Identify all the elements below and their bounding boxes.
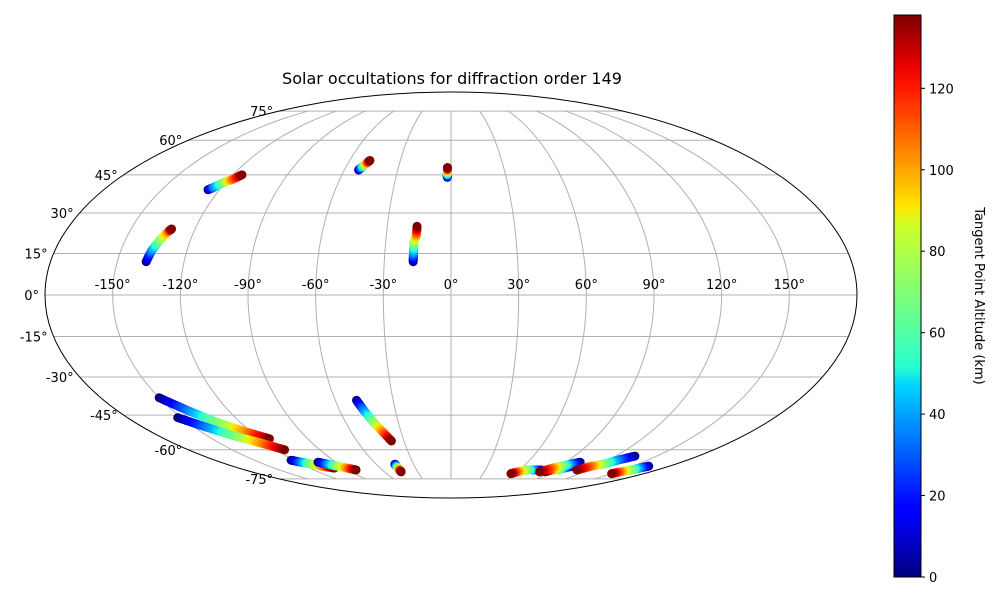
occultation-point <box>607 469 617 479</box>
latitude-tick-label: -60° <box>155 444 183 459</box>
longitude-gridline <box>479 110 520 480</box>
longitude-gridline <box>594 110 790 480</box>
latitude-tick-label: 75° <box>250 105 273 120</box>
latitude-tick-label: 0° <box>24 289 39 304</box>
longitude-gridline <box>565 110 723 480</box>
colorbar-tick-label: 80 <box>929 245 946 260</box>
latitude-tick-label: -75° <box>245 473 273 488</box>
longitude-tick-label: -150° <box>95 278 131 293</box>
occultation-point <box>280 445 290 455</box>
occultation-point <box>442 163 452 173</box>
colorbar-tick-label: 100 <box>929 164 954 179</box>
latitude-tick-label: -15° <box>20 331 48 346</box>
occultation-point <box>396 467 406 477</box>
longitude-tick-label: 30° <box>507 278 530 293</box>
occultation-point <box>351 465 361 475</box>
latitude-tick-labels: 75° 60° 45° 30° 15° 0° -15° -30° -45° -60° -75° <box>20 105 273 488</box>
longitude-tick-label: 0° <box>444 278 459 293</box>
map-outline <box>44 91 858 499</box>
colorbar-tick-label: 20 <box>929 490 946 505</box>
longitude-tick-label: 60° <box>575 278 598 293</box>
longitude-tick-label: 120° <box>706 278 737 293</box>
occultation-point <box>535 467 545 477</box>
colorbar-label: Tangent Point Altitude (km) <box>971 206 986 384</box>
colorbar <box>893 14 922 578</box>
latitude-tick-label: -30° <box>46 371 74 386</box>
colorbar-ticks: 0 20 40 60 80 100 120 <box>921 82 954 586</box>
longitude-gridline <box>247 110 366 480</box>
longitude-tick-label: -90° <box>234 278 262 293</box>
latitude-tick-label: 30° <box>51 207 74 222</box>
longitude-tick-label: -120° <box>162 278 198 293</box>
longitude-gridline <box>507 110 587 480</box>
occultation-points <box>141 155 654 479</box>
longitude-tick-labels: -150° -120° -90° -60° -30° 0° 30° 60° 90° 120° 150… <box>95 278 805 293</box>
colorbar-tick-label: 40 <box>929 408 946 423</box>
latitude-tick-label: 15° <box>25 247 48 262</box>
colorbar-tick-label: 120 <box>929 82 954 97</box>
occultation-point <box>237 170 247 180</box>
occultation-point <box>386 436 396 446</box>
longitude-tick-label: 90° <box>642 278 665 293</box>
longitude-tick-label: -60° <box>302 278 330 293</box>
longitude-tick-label: -30° <box>369 278 397 293</box>
colorbar-tick-label: 0 <box>929 571 937 586</box>
longitude-tick-label: 150° <box>774 278 805 293</box>
colorbar-tick-label: 60 <box>929 327 946 342</box>
longitude-gridline <box>315 110 395 480</box>
chart-title: Solar occultations for diffraction order… <box>282 69 622 88</box>
occultation-point <box>365 155 375 165</box>
longitude-gridline <box>536 110 655 480</box>
occultation-point <box>572 465 582 475</box>
latitude-tick-label: 45° <box>95 169 118 184</box>
longitude-gridline <box>382 110 423 480</box>
latitude-tick-label: 60° <box>159 134 182 149</box>
occultation-point <box>506 469 516 479</box>
occultation-point <box>167 224 177 234</box>
occultation-point <box>412 221 422 231</box>
latitude-tick-label: -45° <box>90 409 118 424</box>
